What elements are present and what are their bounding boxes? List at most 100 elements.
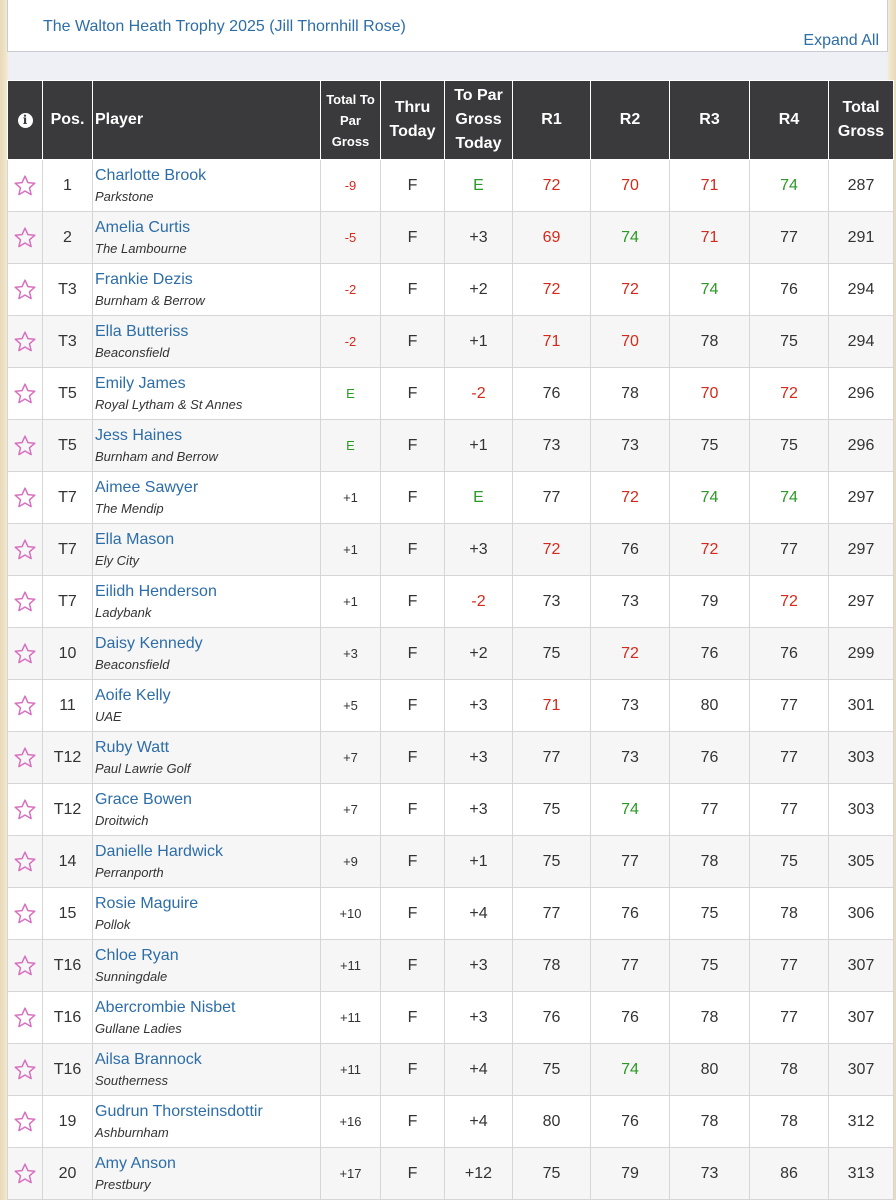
player-name-link[interactable]: Amy Anson <box>95 1155 176 1172</box>
table-row[interactable]: T7 Eilidh Henderson Ladybank +1 F -2 73 73 79 72 2… <box>7 575 894 628</box>
player-name-link[interactable]: Aimee Sawyer <box>95 479 199 496</box>
player-cell[interactable]: Ailsa Brannock Southerness <box>92 1043 321 1096</box>
table-row[interactable]: 2 Amelia Curtis The Lambourne -5 F +3 69 74 71 77… <box>7 211 894 264</box>
thru-today-header[interactable]: Thru Today <box>380 80 445 160</box>
total-to-par-gross-header[interactable]: Total To Par Gross <box>320 80 381 160</box>
favorite-star-button[interactable] <box>7 1147 43 1200</box>
star-icon[interactable] <box>13 1110 37 1134</box>
table-row[interactable]: T3 Frankie Dezis Burnham & Berrow -2 F +2 72 72… <box>7 263 894 316</box>
player-cell[interactable]: Aimee Sawyer The Mendip <box>92 471 321 524</box>
player-name-link[interactable]: Jess Haines <box>95 427 183 444</box>
star-icon[interactable] <box>13 746 37 770</box>
favorite-star-button[interactable] <box>7 783 43 836</box>
favorite-star-button[interactable] <box>7 315 43 368</box>
table-row[interactable]: 20 Amy Anson Prestbury +17 F +12 75 79 73 86 313 <box>7 1147 894 1200</box>
player-cell[interactable]: Aoife Kelly UAE <box>92 679 321 732</box>
star-icon[interactable] <box>13 590 37 614</box>
table-row[interactable]: 19 Gudrun Thorsteinsdottir Ashburnham +16 F +… <box>7 1095 894 1148</box>
expand-all-link[interactable]: Expand All <box>803 32 879 49</box>
r4-header[interactable]: R4 <box>749 80 829 160</box>
star-icon[interactable] <box>13 382 37 406</box>
player-cell[interactable]: Daisy Kennedy Beaconsfield <box>92 627 321 680</box>
player-cell[interactable]: Ella Butteriss Beaconsfield <box>92 315 321 368</box>
table-row[interactable]: T16 Ailsa Brannock Southerness +11 F +4 75 74 80… <box>7 1043 894 1096</box>
info-icon[interactable]: i <box>17 113 33 128</box>
pos-header[interactable]: Pos. <box>42 80 93 160</box>
favorite-star-button[interactable] <box>7 523 43 576</box>
star-icon[interactable] <box>13 1058 37 1082</box>
table-row[interactable]: 11 Aoife Kelly UAE +5 F +3 71 73 80 77 301 <box>7 679 894 732</box>
favorite-star-button[interactable] <box>7 367 43 420</box>
star-icon[interactable] <box>13 1006 37 1030</box>
player-name-link[interactable]: Emily James <box>95 375 186 392</box>
player-cell[interactable]: Gudrun Thorsteinsdottir Ashburnham <box>92 1095 321 1148</box>
star-icon[interactable] <box>13 642 37 666</box>
star-icon[interactable] <box>13 798 37 822</box>
star-icon[interactable] <box>13 1162 37 1186</box>
player-name-link[interactable]: Abercrombie Nisbet <box>95 999 236 1016</box>
player-name-link[interactable]: Danielle Hardwick <box>95 843 224 860</box>
favorite-star-button[interactable] <box>7 1043 43 1096</box>
favorite-star-button[interactable] <box>7 991 43 1044</box>
player-name-link[interactable]: Ruby Watt <box>95 739 170 756</box>
player-cell[interactable]: Chloe Ryan Sunningdale <box>92 939 321 992</box>
table-row[interactable]: T7 Aimee Sawyer The Mendip +1 F E 77 72 74 74 297 <box>7 471 894 524</box>
table-row[interactable]: 15 Rosie Maguire Pollok +10 F +4 77 76 75 78 306 <box>7 887 894 940</box>
player-cell[interactable]: Ruby Watt Paul Lawrie Golf <box>92 731 321 784</box>
player-name-link[interactable]: Rosie Maguire <box>95 895 199 912</box>
star-icon[interactable] <box>13 954 37 978</box>
table-row[interactable]: T16 Chloe Ryan Sunningdale +11 F +3 78 77 75 77 30… <box>7 939 894 992</box>
favorite-star-button[interactable] <box>7 419 43 472</box>
table-row[interactable]: 14 Danielle Hardwick Perranporth +9 F +1 75 77 7… <box>7 835 894 888</box>
table-row[interactable]: T5 Emily James Royal Lytham & St Annes E F -2… <box>7 367 894 420</box>
favorite-star-button[interactable] <box>7 731 43 784</box>
favorite-star-button[interactable] <box>7 1095 43 1148</box>
table-row[interactable]: T16 Abercrombie Nisbet Gullane Ladies +11 F +… <box>7 991 894 1044</box>
info-header[interactable]: i <box>7 80 43 160</box>
favorite-star-button[interactable] <box>7 575 43 628</box>
player-cell[interactable]: Frankie Dezis Burnham & Berrow <box>92 263 321 316</box>
favorite-star-button[interactable] <box>7 939 43 992</box>
player-cell[interactable]: Grace Bowen Droitwich <box>92 783 321 836</box>
player-name-link[interactable]: Gudrun Thorsteinsdottir <box>95 1103 263 1120</box>
player-name-link[interactable]: Ella Mason <box>95 531 175 548</box>
star-icon[interactable] <box>13 850 37 874</box>
player-cell[interactable]: Jess Haines Burnham and Berrow <box>92 419 321 472</box>
table-row[interactable]: T12 Grace Bowen Droitwich +7 F +3 75 74 77 77 303 <box>7 783 894 836</box>
to-par-gross-today-header[interactable]: To Par Gross Today <box>444 80 513 160</box>
player-cell[interactable]: Abercrombie Nisbet Gullane Ladies <box>92 991 321 1044</box>
favorite-star-button[interactable] <box>7 627 43 680</box>
star-icon[interactable] <box>13 330 37 354</box>
table-row[interactable]: T5 Jess Haines Burnham and Berrow E F +1 73 73 7… <box>7 419 894 472</box>
star-icon[interactable] <box>13 174 37 198</box>
player-name-link[interactable]: Amelia Curtis <box>95 219 191 236</box>
player-cell[interactable]: Ella Mason Ely City <box>92 523 321 576</box>
table-row[interactable]: T3 Ella Butteriss Beaconsfield -2 F +1 71 70 78 7… <box>7 315 894 368</box>
star-icon[interactable] <box>13 486 37 510</box>
table-row[interactable]: T7 Ella Mason Ely City +1 F +3 72 76 72 77 297 <box>7 523 894 576</box>
star-icon[interactable] <box>13 278 37 302</box>
player-cell[interactable]: Emily James Royal Lytham & St Annes <box>92 367 321 420</box>
player-header[interactable]: Player <box>92 80 321 160</box>
r2-header[interactable]: R2 <box>590 80 670 160</box>
player-name-link[interactable]: Ailsa Brannock <box>95 1051 202 1068</box>
total-gross-header[interactable]: Total Gross <box>828 80 894 160</box>
player-cell[interactable]: Amelia Curtis The Lambourne <box>92 211 321 264</box>
favorite-star-button[interactable] <box>7 887 43 940</box>
player-name-link[interactable]: Frankie Dezis <box>95 271 193 288</box>
player-cell[interactable]: Charlotte Brook Parkstone <box>92 159 321 212</box>
player-name-link[interactable]: Charlotte Brook <box>95 167 207 184</box>
player-name-link[interactable]: Chloe Ryan <box>95 947 179 964</box>
favorite-star-button[interactable] <box>7 211 43 264</box>
favorite-star-button[interactable] <box>7 835 43 888</box>
player-cell[interactable]: Rosie Maguire Pollok <box>92 887 321 940</box>
player-name-link[interactable]: Aoife Kelly <box>95 687 171 704</box>
r1-header[interactable]: R1 <box>512 80 591 160</box>
player-cell[interactable]: Danielle Hardwick Perranporth <box>92 835 321 888</box>
player-name-link[interactable]: Eilidh Henderson <box>95 583 217 600</box>
table-row[interactable]: 10 Daisy Kennedy Beaconsfield +3 F +2 75 72 76 76… <box>7 627 894 680</box>
star-icon[interactable] <box>13 902 37 926</box>
favorite-star-button[interactable] <box>7 159 43 212</box>
star-icon[interactable] <box>13 538 37 562</box>
player-name-link[interactable]: Daisy Kennedy <box>95 635 203 652</box>
